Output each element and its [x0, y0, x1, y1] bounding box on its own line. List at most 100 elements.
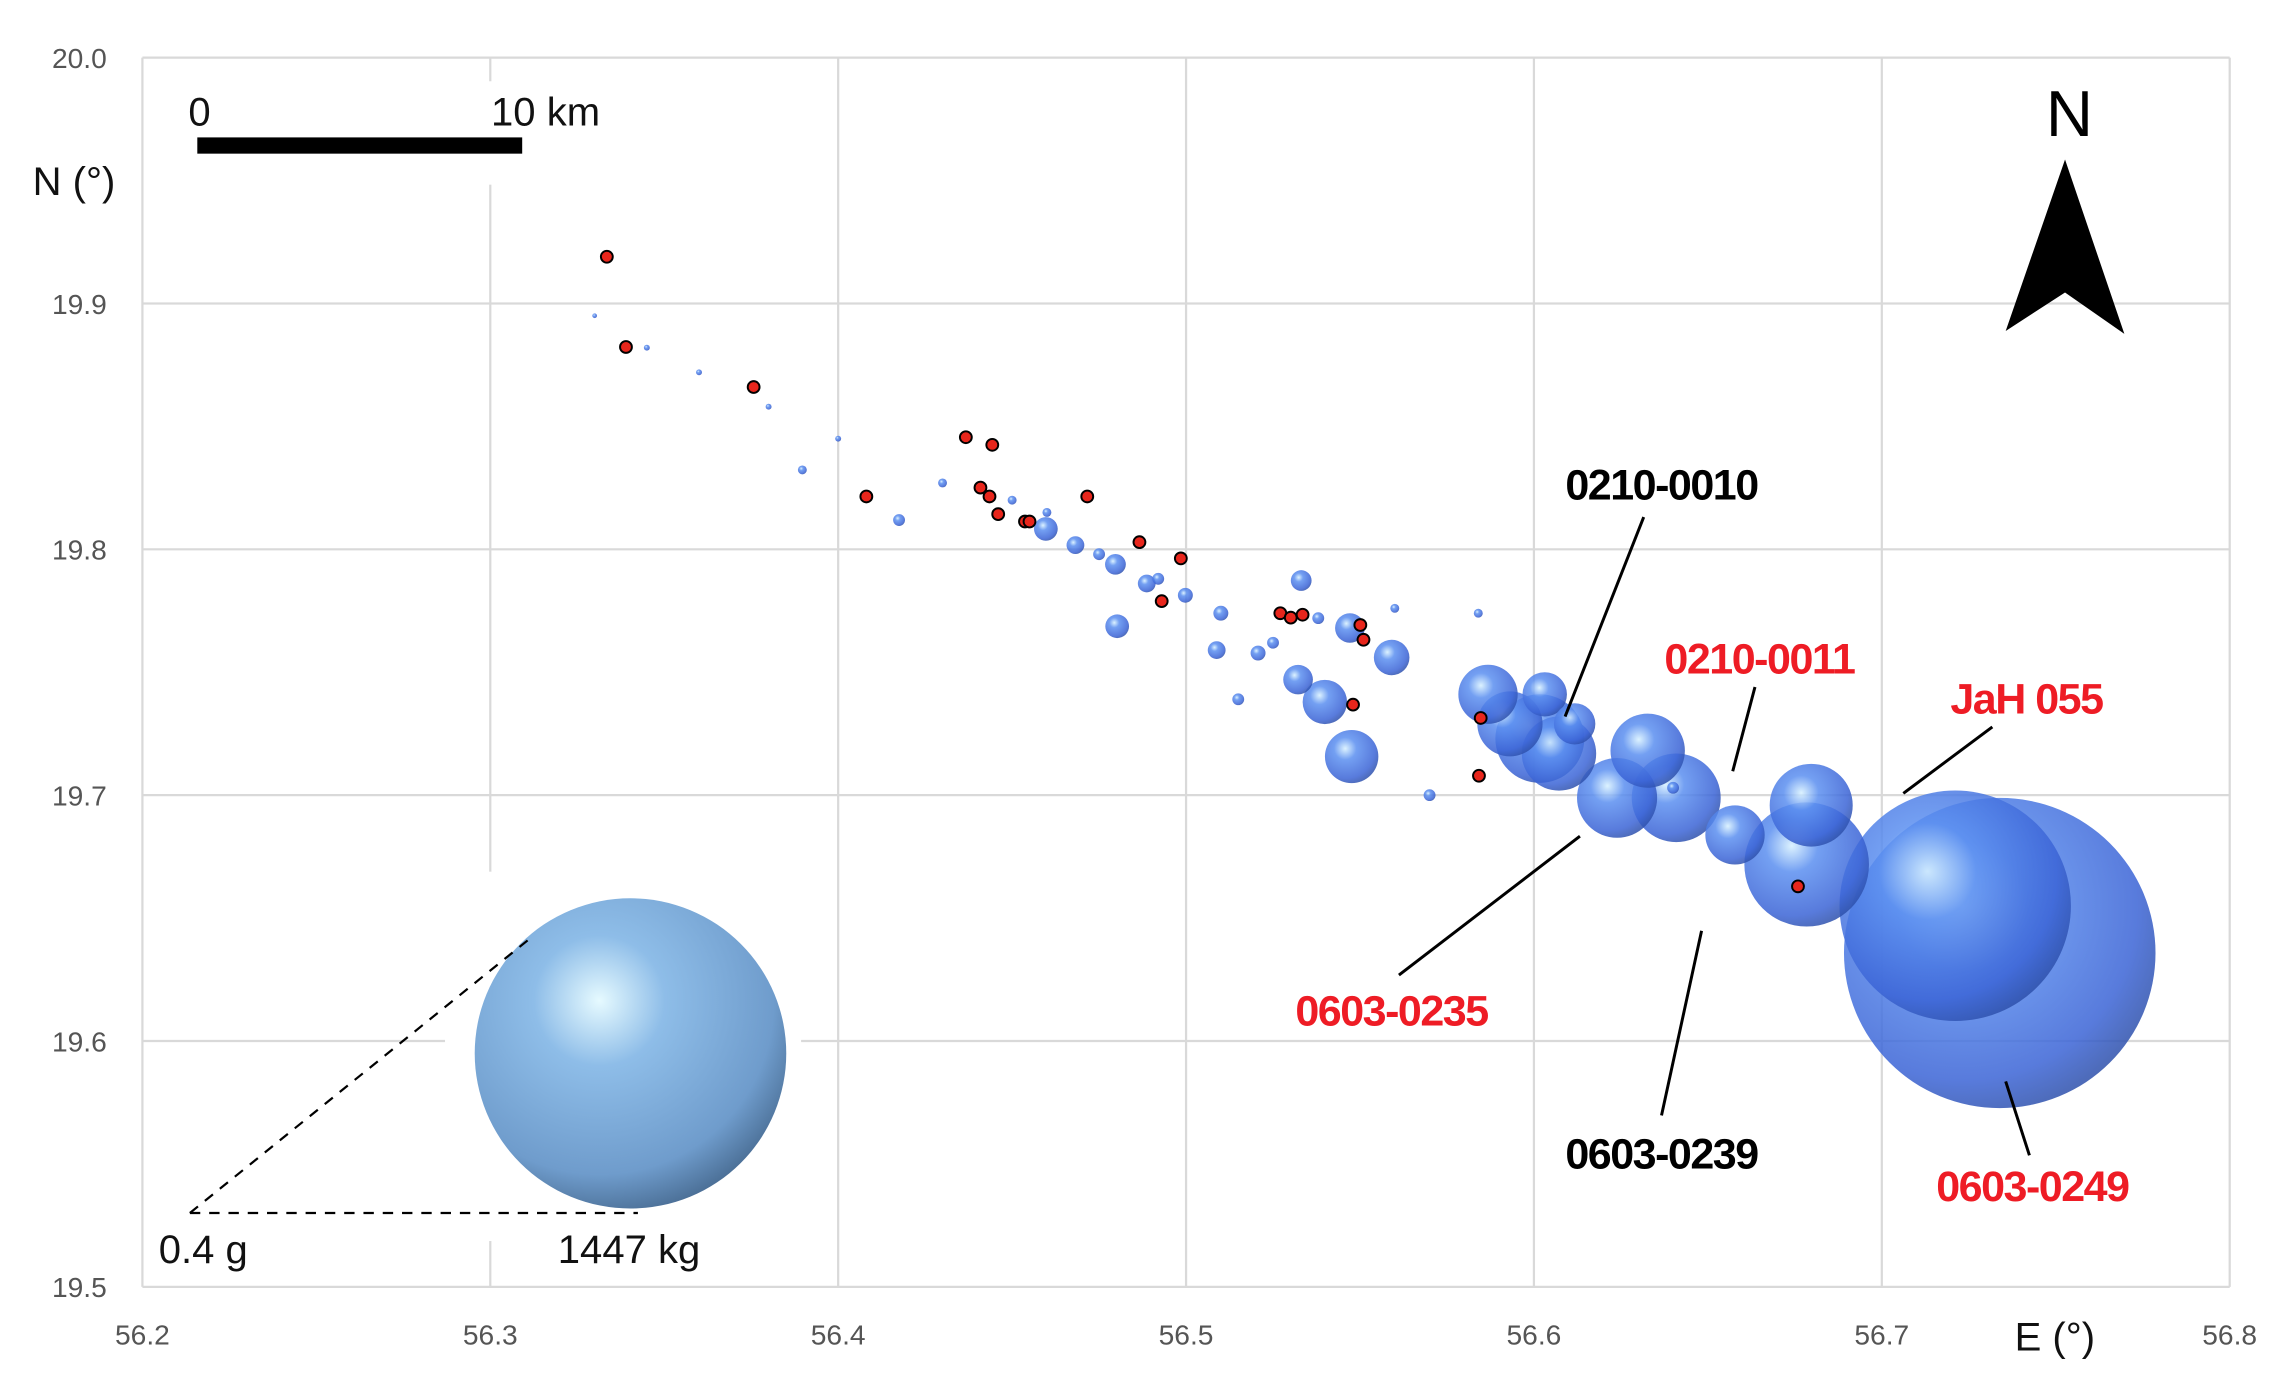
- scale-bar-end: 10 km: [491, 91, 600, 135]
- find-marker: [1080, 489, 1095, 504]
- find-marker: [973, 480, 988, 495]
- bubble: [1213, 605, 1229, 621]
- bubble: [1290, 570, 1312, 591]
- find-marker: [1353, 618, 1368, 632]
- bubble: [1007, 495, 1017, 505]
- bubble: [1553, 703, 1596, 745]
- bubble: [1769, 763, 1853, 847]
- north-arrow-icon: [2005, 159, 2125, 334]
- find-marker: [1356, 632, 1371, 647]
- size-legend-max: 1447 kg: [558, 1228, 701, 1272]
- ticks: 56.2 56.3 56.4 56.5 56.6 56.7 56.8 19.5 19.6 19.7…: [52, 43, 2257, 1350]
- find-marker: [746, 380, 761, 394]
- size-legend-sphere: [474, 898, 787, 1209]
- find-marker: [1472, 768, 1486, 783]
- bubble: [1458, 664, 1518, 724]
- y-tick-label: 19.5: [52, 1272, 107, 1303]
- size-legend-min: 0.4 g: [159, 1228, 248, 1272]
- bubble: [1267, 636, 1279, 649]
- leader-0210-0010: [1563, 516, 1646, 718]
- bubble: [1232, 693, 1245, 706]
- label-0603-0249: 0603-0249: [1936, 1163, 2129, 1211]
- find-marker: [859, 489, 874, 504]
- bubble: [1312, 612, 1325, 625]
- find-marker: [1473, 711, 1488, 725]
- markers: [599, 249, 1805, 894]
- find-marker: [991, 507, 1006, 522]
- bubble: [938, 478, 948, 488]
- bubble: [1423, 789, 1436, 802]
- find-marker: [982, 489, 997, 504]
- x-tick-label: 56.6: [1507, 1320, 1562, 1351]
- leader-lines: [1398, 516, 2031, 1156]
- bubble: [797, 465, 807, 475]
- find-marker: [1346, 697, 1360, 712]
- find-marker: [1295, 607, 1310, 622]
- find-marker: [619, 340, 633, 354]
- scale-bar-start: 0: [188, 91, 210, 135]
- x-tick-label: 56.7: [1854, 1320, 1909, 1351]
- y-tick-label: 19.6: [52, 1026, 107, 1057]
- bubble: [1373, 639, 1410, 676]
- bubble: [1705, 805, 1765, 865]
- label-0210-0011: 0210-0011: [1664, 636, 1855, 684]
- find-marker: [1154, 594, 1169, 609]
- find-marker: [1791, 879, 1805, 894]
- north-label: N: [2046, 77, 2093, 150]
- bubble: [1207, 641, 1226, 659]
- x-tick-label: 56.4: [811, 1320, 866, 1351]
- bubble: [1137, 574, 1156, 593]
- bubble: [1324, 729, 1379, 784]
- bubble: [1177, 587, 1193, 603]
- bubble: [1105, 614, 1130, 639]
- bubble: [696, 369, 702, 376]
- x-axis-label: E (°): [2015, 1315, 2096, 1359]
- x-tick-label: 56.5: [1159, 1320, 1214, 1351]
- y-tick-label: 20.0: [52, 43, 107, 74]
- bubble: [643, 344, 650, 351]
- scale-bar-background: [163, 81, 638, 185]
- label-0603-0235: 0603-0235: [1295, 987, 1488, 1035]
- label-0210-0010: 0210-0010: [1565, 461, 1758, 509]
- y-axis-label: N (°): [33, 160, 116, 204]
- y-tick-label: 19.8: [52, 535, 107, 566]
- size-legend-dash-diagonal: [189, 934, 535, 1214]
- bubble: [1283, 664, 1313, 695]
- bubble: [893, 514, 905, 526]
- bubble: [835, 435, 842, 442]
- bubble: [1839, 790, 2071, 1022]
- bubble: [1390, 603, 1400, 613]
- y-tick-label: 19.7: [52, 781, 107, 812]
- x-tick-label: 56.2: [115, 1320, 170, 1351]
- find-marker: [1283, 610, 1298, 625]
- find-marker: [599, 249, 614, 264]
- bubble: [1033, 517, 1058, 541]
- y-tick-label: 19.9: [52, 289, 107, 320]
- bubble: [765, 403, 772, 410]
- find-marker: [958, 430, 973, 445]
- bubble: [1066, 536, 1085, 554]
- leader-jah-055: [1902, 725, 1994, 795]
- bubble: [1093, 548, 1106, 561]
- bubble: [1522, 672, 1567, 717]
- scale-bar: [197, 137, 523, 154]
- bubble: [1105, 553, 1126, 575]
- grid: [141, 56, 2231, 1288]
- bubble: [1473, 608, 1483, 618]
- leader-0603-0235: [1398, 835, 1581, 977]
- find-marker: [1022, 514, 1037, 529]
- label-0603-0239: 0603-0239: [1565, 1131, 1758, 1179]
- x-tick-label: 56.3: [463, 1320, 518, 1351]
- x-tick-label: 56.8: [2202, 1320, 2257, 1351]
- label-jah-055: JaH 055: [1950, 676, 2103, 724]
- bubble: [1610, 713, 1685, 788]
- bubble: [1250, 645, 1266, 661]
- find-marker: [1132, 535, 1147, 550]
- bubble: [592, 313, 598, 319]
- bubble: [1302, 679, 1348, 725]
- find-marker: [985, 437, 1000, 452]
- bubbles: [592, 313, 2156, 1109]
- bubble: [1667, 781, 1680, 794]
